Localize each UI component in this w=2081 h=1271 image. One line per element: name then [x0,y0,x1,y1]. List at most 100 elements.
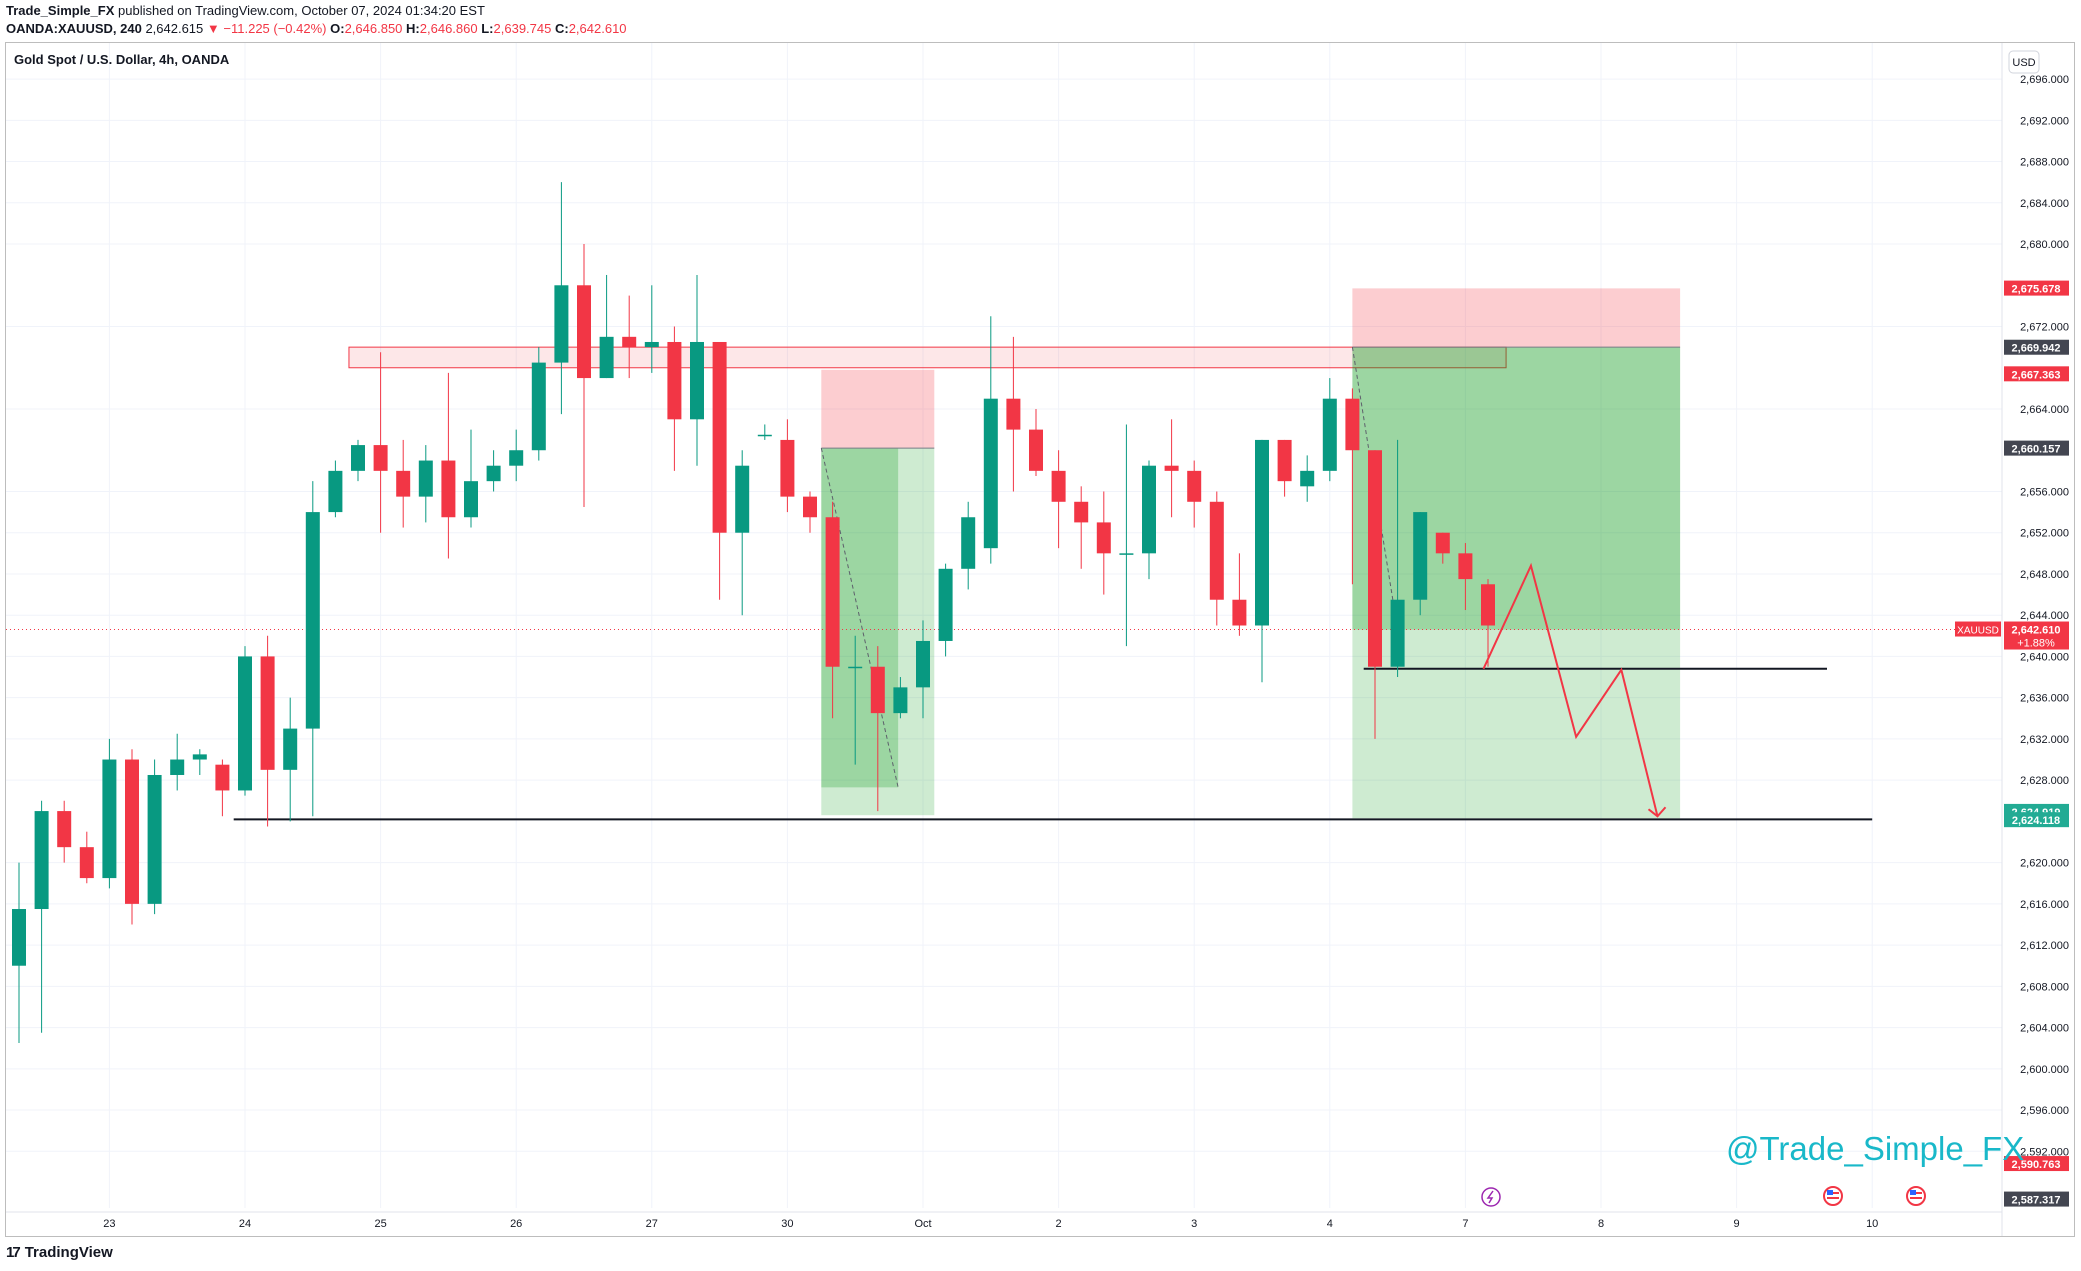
us-flag-icon[interactable] [1823,1186,1843,1206]
candle[interactable] [1096,491,1111,595]
candle-body [1164,465,1179,471]
candle[interactable] [938,563,953,657]
forecast-arrow[interactable] [1482,562,1659,817]
candle[interactable] [170,733,185,791]
candle[interactable] [1074,486,1089,569]
candle-body [328,470,343,513]
candle[interactable] [1368,450,1382,739]
candle[interactable] [1051,450,1066,549]
resistance-zone[interactable] [348,346,1507,369]
candle[interactable] [260,635,275,827]
candle[interactable] [870,646,885,812]
candle[interactable] [486,450,501,492]
y-tick-label: 2,632.000 [2020,734,2069,746]
candle[interactable] [441,372,456,559]
candle[interactable] [712,341,727,600]
price-label-text: 2,590.763 [2012,1159,2061,1171]
candle[interactable] [757,424,772,440]
candle[interactable] [1119,424,1134,647]
last-price: 2,642.615 [145,21,204,36]
candle[interactable] [893,677,908,719]
currency-button[interactable]: USD [2008,50,2040,74]
realized-profit-zone[interactable] [1352,347,1681,630]
candle[interactable] [396,439,411,528]
candle[interactable] [305,481,320,817]
drawing-lines [6,629,2002,821]
stop-loss-zone[interactable] [821,369,935,449]
candle[interactable] [1413,512,1428,616]
candle[interactable] [961,501,976,590]
candle[interactable] [1142,460,1156,580]
candle[interactable] [373,352,388,533]
candle[interactable] [125,749,139,925]
candle[interactable] [667,326,682,471]
candle[interactable] [1006,336,1021,492]
candle[interactable] [1300,455,1315,502]
candle[interactable] [79,831,94,884]
candle[interactable] [12,862,26,1044]
candle[interactable] [1255,439,1269,683]
candle[interactable] [735,450,750,616]
take-profit-zone[interactable] [1352,347,1681,819]
candle[interactable] [215,759,230,817]
candle-body [577,285,591,379]
candle[interactable] [1458,543,1473,611]
candle[interactable] [803,491,817,533]
candle[interactable] [825,501,840,719]
stop-loss-zone[interactable] [1352,288,1681,348]
candle[interactable] [328,460,343,518]
candle-body [215,764,230,791]
candle[interactable] [1435,532,1450,564]
candle[interactable] [283,697,298,822]
candle[interactable] [57,800,72,863]
candle-body [1006,398,1021,430]
candle[interactable] [1277,439,1292,497]
candle-body [599,336,614,379]
candle[interactable] [599,274,614,379]
us-flag-icon[interactable] [1906,1186,1926,1206]
candle[interactable] [531,347,546,461]
watermark-text: @Trade_Simple_FX [1726,1130,2024,1167]
candle[interactable] [1209,491,1224,626]
candle[interactable] [1345,388,1360,585]
candle[interactable] [644,285,659,373]
candle[interactable] [464,429,478,528]
candle[interactable] [1481,579,1495,667]
candle[interactable] [1187,460,1202,528]
candle[interactable] [1164,419,1179,518]
candle[interactable] [147,759,162,915]
tradingview-logo[interactable]: 17 [6,1244,21,1261]
author-name[interactable]: Trade_Simple_FX [6,3,115,18]
dividend-icon[interactable] [1481,1187,1501,1207]
candle[interactable] [1390,439,1405,678]
candle[interactable] [622,295,637,379]
forecast-arrow-head [1647,806,1667,818]
candle[interactable] [577,244,591,507]
candle[interactable] [34,800,49,1033]
candle[interactable] [690,274,704,466]
candle[interactable] [848,635,863,765]
candle-body [192,754,207,760]
candle[interactable] [351,439,365,482]
event-icons[interactable] [1481,1186,1926,1207]
candle[interactable] [238,646,252,796]
candle[interactable] [509,429,524,482]
chart-title: Gold Spot / U.S. Dollar, 4h, OANDA [14,52,230,67]
candle[interactable] [1322,378,1337,482]
candle[interactable] [102,738,117,889]
candle[interactable] [780,419,795,513]
candle[interactable] [1029,408,1043,477]
x-tick-label: 23 [103,1218,115,1230]
footer-brand[interactable]: TradingView [24,1244,113,1261]
candle[interactable] [983,316,998,564]
x-tick-label: Oct [914,1218,931,1230]
chart-frame[interactable] [5,42,2075,1237]
candle[interactable] [418,445,433,523]
currency-label[interactable]: USD [2012,57,2035,69]
candle[interactable] [554,182,569,415]
candle[interactable] [916,620,930,719]
price-label-text: 2,667.363 [2012,369,2061,381]
candle[interactable] [1232,553,1247,636]
candle[interactable] [192,749,207,775]
